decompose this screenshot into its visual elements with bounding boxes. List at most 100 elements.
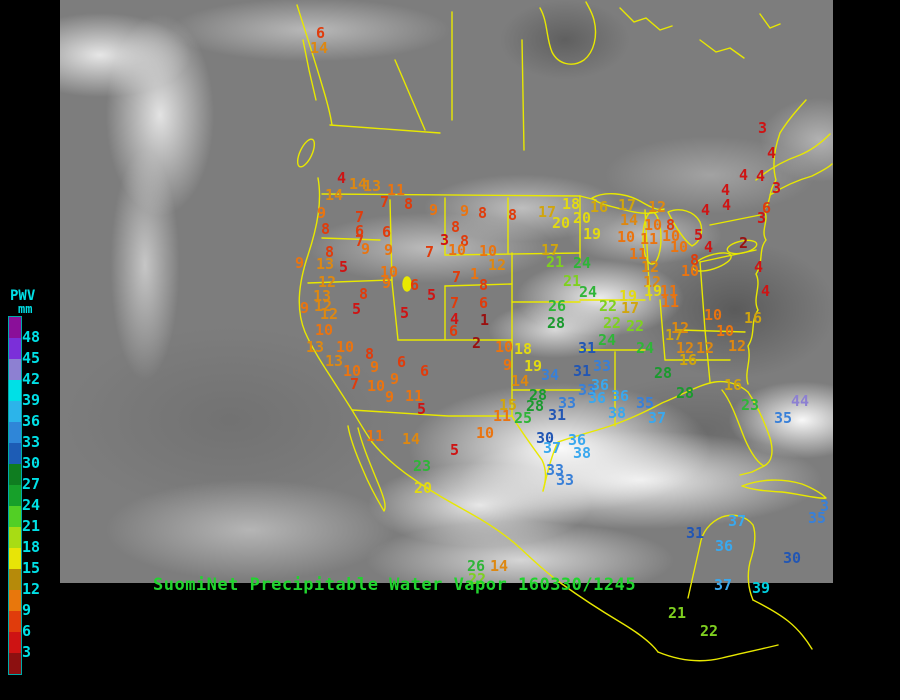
legend-label: 42 bbox=[22, 370, 41, 388]
station-value: 6 bbox=[449, 322, 459, 340]
station-value: 8 bbox=[508, 206, 518, 224]
station-value: 10 bbox=[343, 362, 362, 380]
station-value: 8 bbox=[359, 285, 369, 303]
station-value: 14 bbox=[310, 39, 329, 57]
station-value: 6 bbox=[410, 276, 420, 294]
station-value: 12 bbox=[696, 339, 715, 357]
station-value: 9 bbox=[384, 241, 394, 259]
station-value: 11 bbox=[493, 407, 512, 425]
station-value: 26 bbox=[467, 557, 486, 575]
station-value: 16 bbox=[744, 309, 763, 327]
station-value: 12 bbox=[641, 258, 660, 276]
station-value: 37 bbox=[648, 409, 667, 427]
station-value: 12 bbox=[320, 305, 339, 323]
legend-unit: mm bbox=[18, 302, 33, 316]
legend-swatch bbox=[9, 611, 21, 632]
legend-label: 24 bbox=[22, 496, 41, 514]
station-value: 4 bbox=[704, 238, 714, 256]
station-value: 11 bbox=[387, 181, 406, 199]
station-value: 11 bbox=[661, 293, 680, 311]
station-value: 36 bbox=[588, 389, 607, 407]
station-value: 2 bbox=[472, 334, 482, 352]
legend-label: 30 bbox=[22, 454, 41, 472]
station-value: 22 bbox=[468, 570, 487, 588]
station-value: 9 bbox=[300, 299, 310, 317]
station-value: 22 bbox=[700, 622, 719, 640]
station-value: 14 bbox=[402, 430, 421, 448]
station-value: 18 bbox=[562, 195, 581, 213]
legend-swatch bbox=[9, 485, 21, 506]
station-value: 12 bbox=[728, 337, 747, 355]
station-value: 31 bbox=[578, 339, 597, 357]
legend-label: 48 bbox=[22, 328, 41, 346]
station-value: 9 bbox=[295, 254, 305, 272]
station-value: 11 bbox=[405, 387, 424, 405]
station-value: 7 bbox=[450, 294, 460, 312]
station-value: 10 bbox=[670, 238, 689, 256]
station-value: 37 bbox=[543, 439, 562, 457]
station-value: 19 bbox=[619, 287, 638, 305]
station-value: 9 bbox=[317, 204, 327, 222]
station-value: 10 bbox=[704, 306, 723, 324]
station-value: 7 bbox=[355, 232, 365, 250]
legend-swatch bbox=[9, 506, 21, 527]
station-value: 13 bbox=[313, 287, 332, 305]
legend-swatch bbox=[9, 590, 21, 611]
station-value: 13 bbox=[325, 352, 344, 370]
station-value: 39 bbox=[752, 579, 771, 597]
station-value: 4 bbox=[450, 310, 460, 328]
station-value: 8 bbox=[478, 204, 488, 222]
station-value: 8 bbox=[365, 345, 375, 363]
station-value: 16 bbox=[679, 351, 698, 369]
legend-label: 36 bbox=[22, 412, 41, 430]
station-value: 5 bbox=[400, 304, 410, 322]
station-value: 23 bbox=[413, 457, 432, 475]
legend-label: 3 bbox=[22, 643, 32, 661]
station-value: 12 bbox=[648, 198, 667, 216]
station-value: 9 bbox=[429, 201, 439, 219]
legend-label: 39 bbox=[22, 391, 41, 409]
station-value: 16 bbox=[724, 376, 743, 394]
station-value: 12 bbox=[643, 273, 662, 291]
station-value: 33 bbox=[546, 461, 565, 479]
legend-swatch bbox=[9, 569, 21, 590]
station-value: 28 bbox=[547, 314, 566, 332]
station-value: 21 bbox=[668, 604, 687, 622]
station-value: 17 bbox=[618, 196, 637, 214]
station-value: 9 bbox=[503, 356, 513, 374]
station-value: 10 bbox=[617, 228, 636, 246]
legend-title: PWV bbox=[10, 288, 36, 304]
station-value: 4 bbox=[739, 166, 749, 184]
station-value: 15 bbox=[499, 396, 518, 414]
map-title: SuomiNet Precipitable Water Vapor 160330… bbox=[153, 575, 637, 595]
station-value: 22 bbox=[599, 297, 618, 315]
legend-swatch bbox=[9, 401, 21, 422]
station-value: 36 bbox=[715, 537, 734, 555]
station-value: 22 bbox=[626, 317, 645, 335]
station-value: 16 bbox=[590, 198, 609, 216]
station-value: 10 bbox=[495, 338, 514, 356]
station-value: 1 bbox=[470, 265, 480, 283]
station-value: 10 bbox=[479, 242, 498, 260]
station-value: 28 bbox=[676, 384, 695, 402]
station-value: 28 bbox=[526, 397, 545, 415]
station-value: 17 bbox=[538, 203, 557, 221]
legend-label: 27 bbox=[22, 475, 41, 493]
station-value: 17 bbox=[541, 241, 560, 259]
station-value: 11 bbox=[629, 245, 648, 263]
station-value: 31 bbox=[548, 406, 567, 424]
station-value: 4 bbox=[701, 201, 711, 219]
station-value: 10 bbox=[681, 262, 700, 280]
legend-swatch bbox=[9, 317, 21, 338]
legend-label: 6 bbox=[22, 622, 32, 640]
station-value: 38 bbox=[573, 444, 592, 462]
station-value: 4 bbox=[337, 169, 347, 187]
station-value: 4 bbox=[721, 181, 731, 199]
station-value: 19 bbox=[644, 282, 663, 300]
station-value: 6 bbox=[316, 24, 326, 42]
station-value: 4 bbox=[756, 167, 766, 185]
station-value: 10 bbox=[644, 216, 663, 234]
station-value: 3 bbox=[757, 209, 767, 227]
station-value: 3 bbox=[772, 179, 782, 197]
